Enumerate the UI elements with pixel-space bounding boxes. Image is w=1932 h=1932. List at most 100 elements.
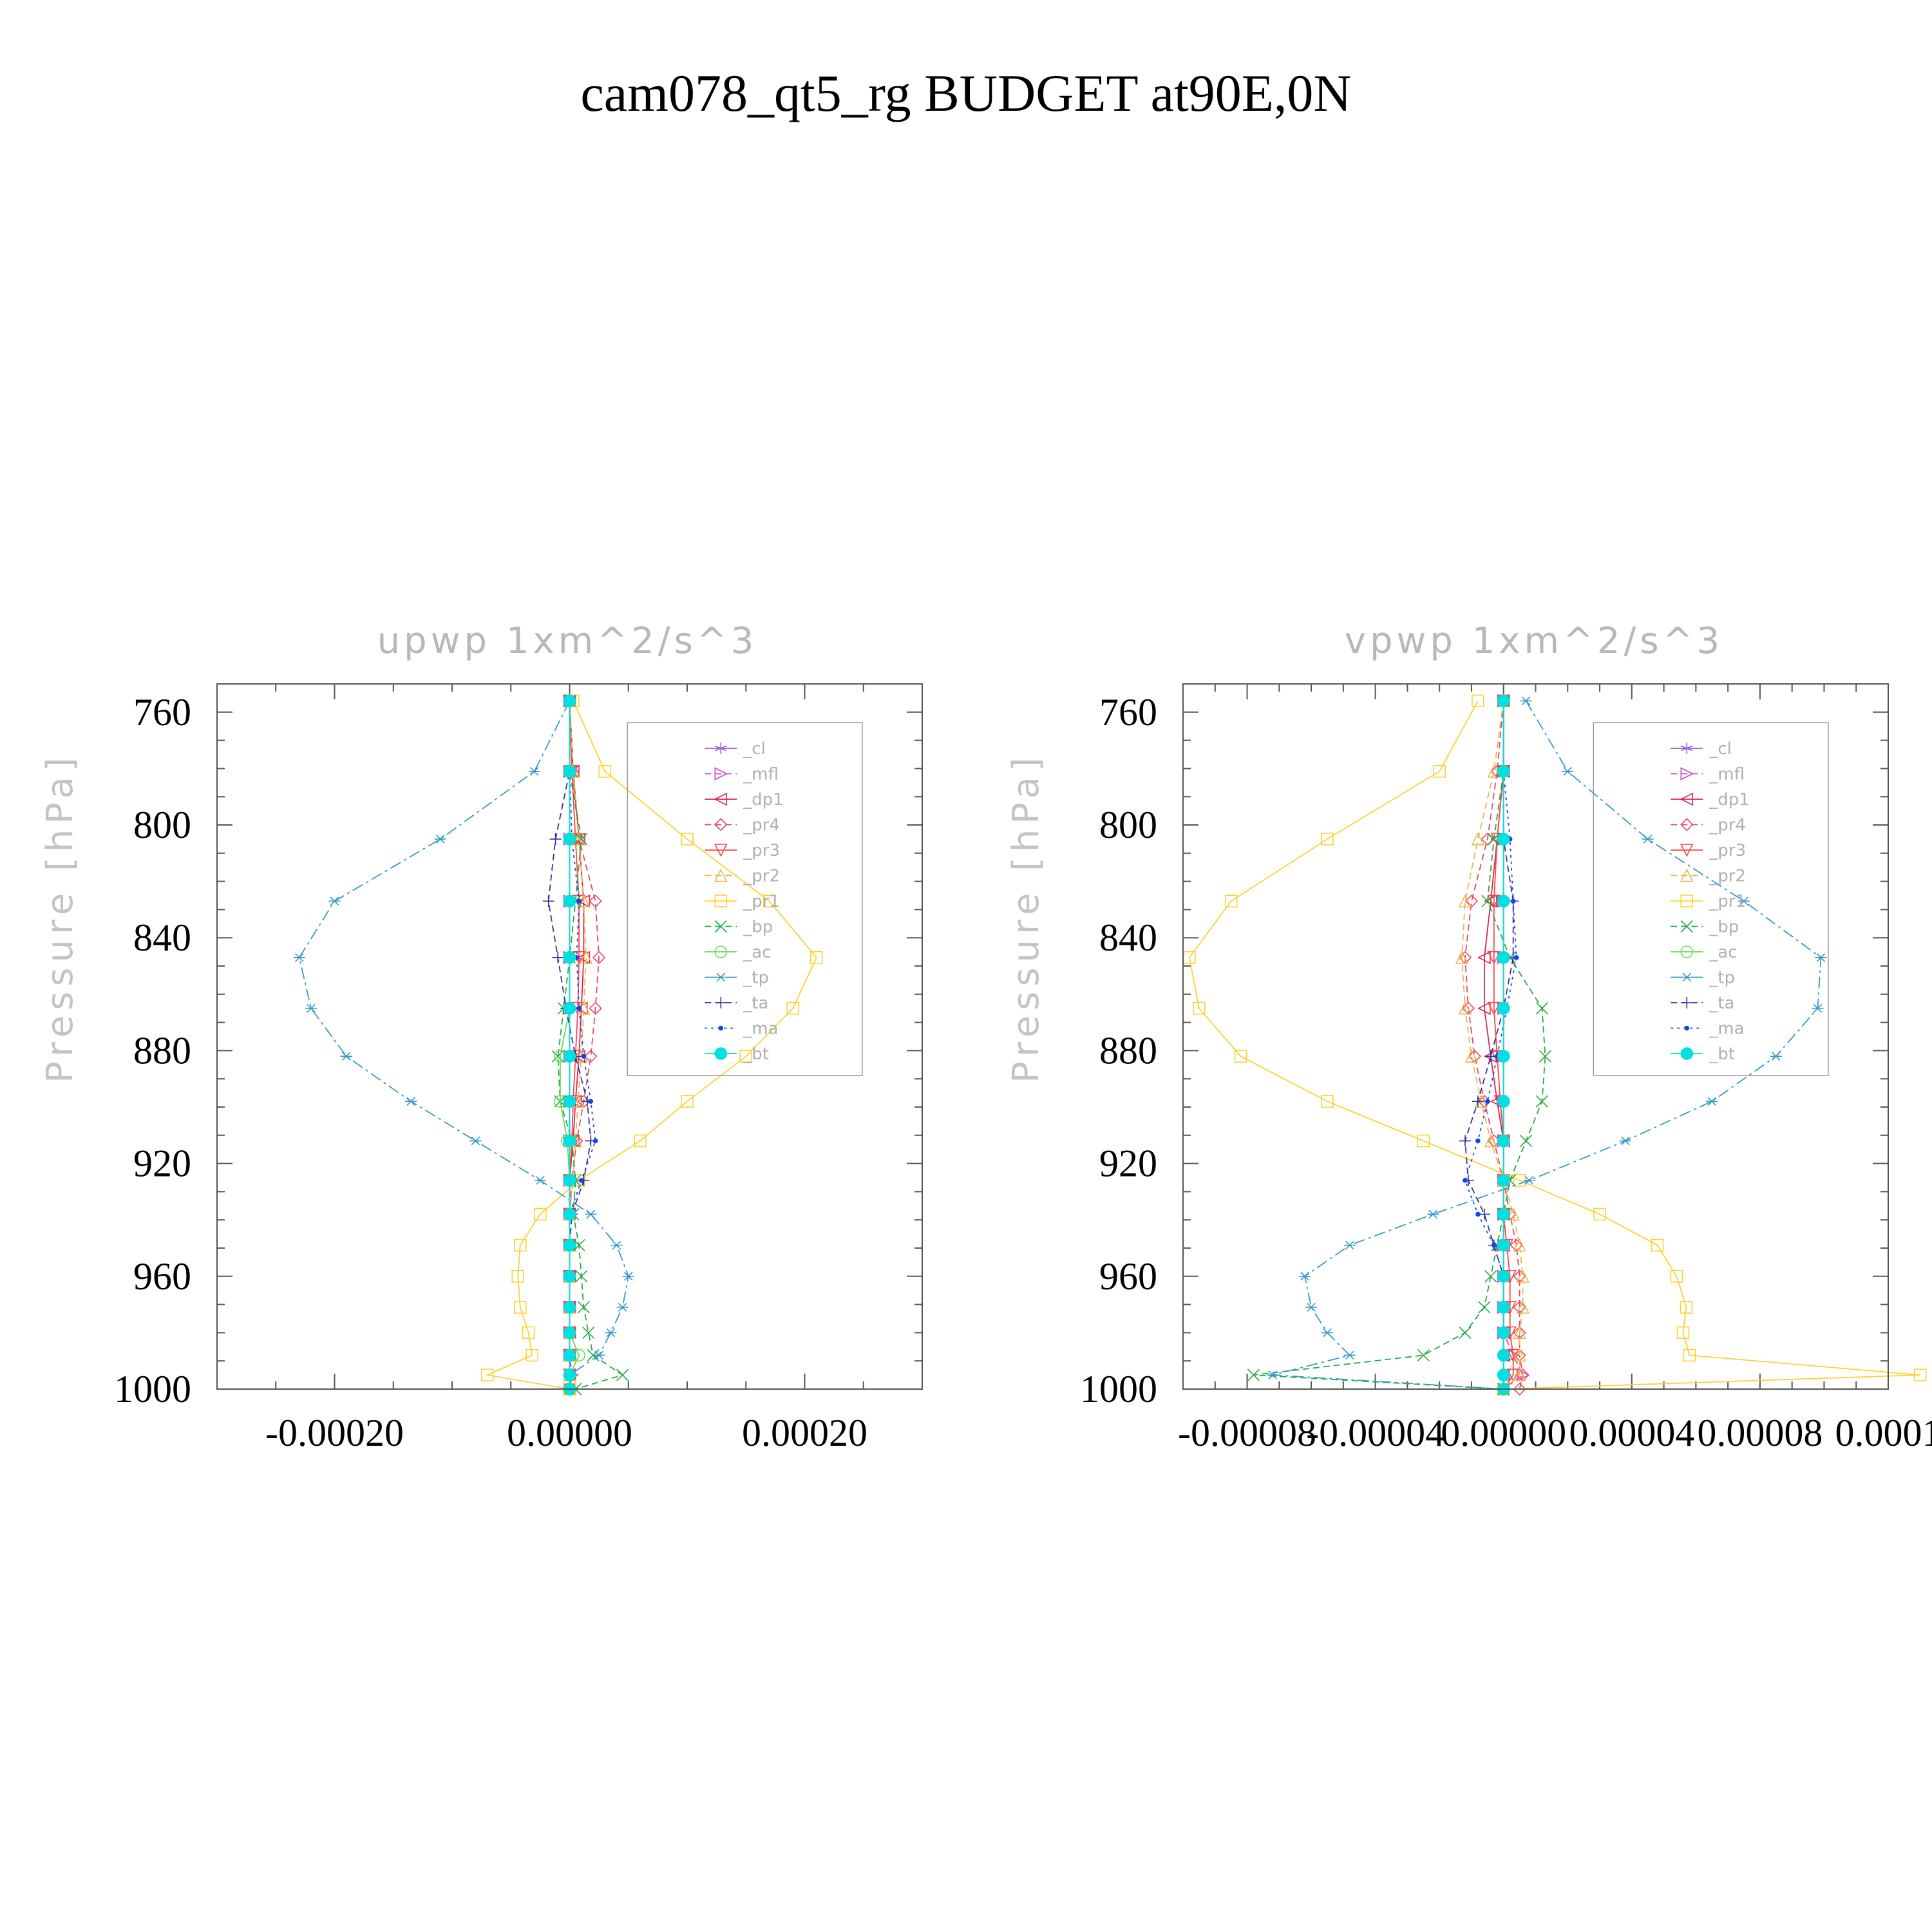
data-point <box>1513 1382 1526 1396</box>
data-point <box>1459 1326 1472 1339</box>
legend: _cl _mfl _dp1 _pr4 _pr3 _pr2 _pr1 _bp _ac _tp _ta _… <box>1593 722 1829 1076</box>
data-point <box>575 1270 588 1283</box>
data-point <box>1417 1349 1430 1362</box>
data-point <box>1913 1368 1927 1381</box>
series-line <box>557 701 624 1390</box>
legend-marker <box>714 844 728 857</box>
y-axis-label: Pressure [hPa] <box>39 752 81 1083</box>
data-point <box>434 835 446 844</box>
data-point <box>1497 1368 1510 1381</box>
data-point <box>1683 1349 1696 1362</box>
legend-label: _pr2 <box>743 867 780 886</box>
data-point <box>1427 1209 1439 1219</box>
x-tick-label: 0.00008 <box>1697 1412 1823 1454</box>
data-point <box>1193 1001 1206 1015</box>
upwp-panel: upwp 1xm^2/s^3 Pressure [hPa] 760 800 840 8… <box>39 620 923 1454</box>
y-tick-label: 800 <box>1099 804 1157 846</box>
data-point <box>1475 1138 1481 1144</box>
data-point <box>563 1238 576 1252</box>
data-point <box>1770 1052 1782 1061</box>
legend-entry: _ta <box>1671 994 1734 1013</box>
legend-entry: _pr1 <box>705 892 780 911</box>
series-line <box>569 701 587 1389</box>
legend-label: _ta <box>1709 994 1734 1013</box>
data-point <box>563 1174 576 1187</box>
data-point <box>1497 1001 1510 1015</box>
legend-marker <box>714 945 728 958</box>
data-point <box>1487 951 1501 965</box>
legend-entry: _mfl <box>705 765 779 784</box>
data-point <box>563 1001 576 1015</box>
x-tick-label: 0.00004 <box>1569 1412 1694 1454</box>
data-point <box>1513 1238 1526 1252</box>
data-point <box>589 895 602 908</box>
data-point <box>563 895 576 908</box>
legend-marker <box>1680 767 1694 781</box>
data-point <box>739 1050 753 1063</box>
data-point <box>563 1368 576 1381</box>
y-tick-label: 760 <box>133 691 191 734</box>
data-point <box>469 1136 482 1146</box>
data-point <box>1497 1174 1510 1187</box>
data-point <box>1487 895 1501 909</box>
data-point <box>1459 1135 1471 1147</box>
panel-title-vpwp: vpwp 1xm^2/s^3 <box>1345 620 1723 662</box>
legend-entry: _ac <box>1671 943 1738 962</box>
data-point <box>563 1301 576 1314</box>
data-point <box>1497 694 1510 708</box>
legend-label: _ta <box>743 994 768 1013</box>
legend-entry: _ma <box>1671 1019 1745 1039</box>
legend-label: _pr4 <box>743 816 780 835</box>
data-point <box>1651 1238 1664 1252</box>
data-point <box>1321 1328 1333 1338</box>
y-tick-label: 1000 <box>114 1368 191 1410</box>
legend-entry: _mfl <box>1671 765 1745 784</box>
series-line <box>485 700 817 1390</box>
plot-frame <box>216 683 923 1390</box>
data-point <box>1562 766 1574 776</box>
legend-entry: _bt <box>1671 1045 1735 1064</box>
data-point <box>563 1050 576 1063</box>
data-point <box>1305 1303 1318 1312</box>
legend-marker <box>1684 1025 1690 1031</box>
legend-entry: _pr2 <box>1671 867 1746 886</box>
series-pr1 <box>1183 694 1927 1396</box>
legend-label: _pr1 <box>1709 892 1746 911</box>
legend-label: _dp1 <box>743 790 784 810</box>
data-point <box>1234 1050 1247 1063</box>
data-point <box>1535 1002 1549 1015</box>
data-point <box>592 951 606 964</box>
data-point <box>1593 1208 1606 1221</box>
data-point <box>526 1349 538 1362</box>
data-point <box>1488 833 1501 846</box>
legend-entry: _tp <box>705 969 769 988</box>
legend-marker <box>714 743 727 754</box>
legend-label: _dp1 <box>1709 790 1750 810</box>
data-point <box>563 1326 576 1340</box>
data-point <box>542 895 554 907</box>
series-pr2 <box>1455 694 1530 1396</box>
data-point <box>1458 894 1472 908</box>
data-point <box>576 1005 582 1011</box>
legend-marker <box>1681 972 1693 982</box>
legend-label: _ac <box>743 943 771 962</box>
y-tick-label: 880 <box>1099 1029 1157 1072</box>
data-point <box>1506 1368 1520 1382</box>
legend-label: _pr3 <box>1709 841 1746 860</box>
data-point <box>616 1303 629 1312</box>
legend-label: _bt <box>743 1045 769 1064</box>
x-tick-label: -0.00004 <box>1306 1412 1444 1454</box>
x-tick-label: -0.00008 <box>1178 1412 1316 1454</box>
legend-marker <box>718 1025 724 1031</box>
legend-marker <box>1681 997 1693 1009</box>
series-bp <box>551 694 629 1396</box>
data-point <box>563 694 576 708</box>
data-point <box>588 1099 594 1104</box>
legend-marker <box>715 972 727 982</box>
legend-label: _tp <box>743 969 769 988</box>
data-point <box>511 1270 525 1283</box>
panel-title-upwp: upwp 1xm^2/s^3 <box>377 620 758 662</box>
legend-label: _bp <box>743 918 773 937</box>
data-point <box>1680 1301 1693 1314</box>
